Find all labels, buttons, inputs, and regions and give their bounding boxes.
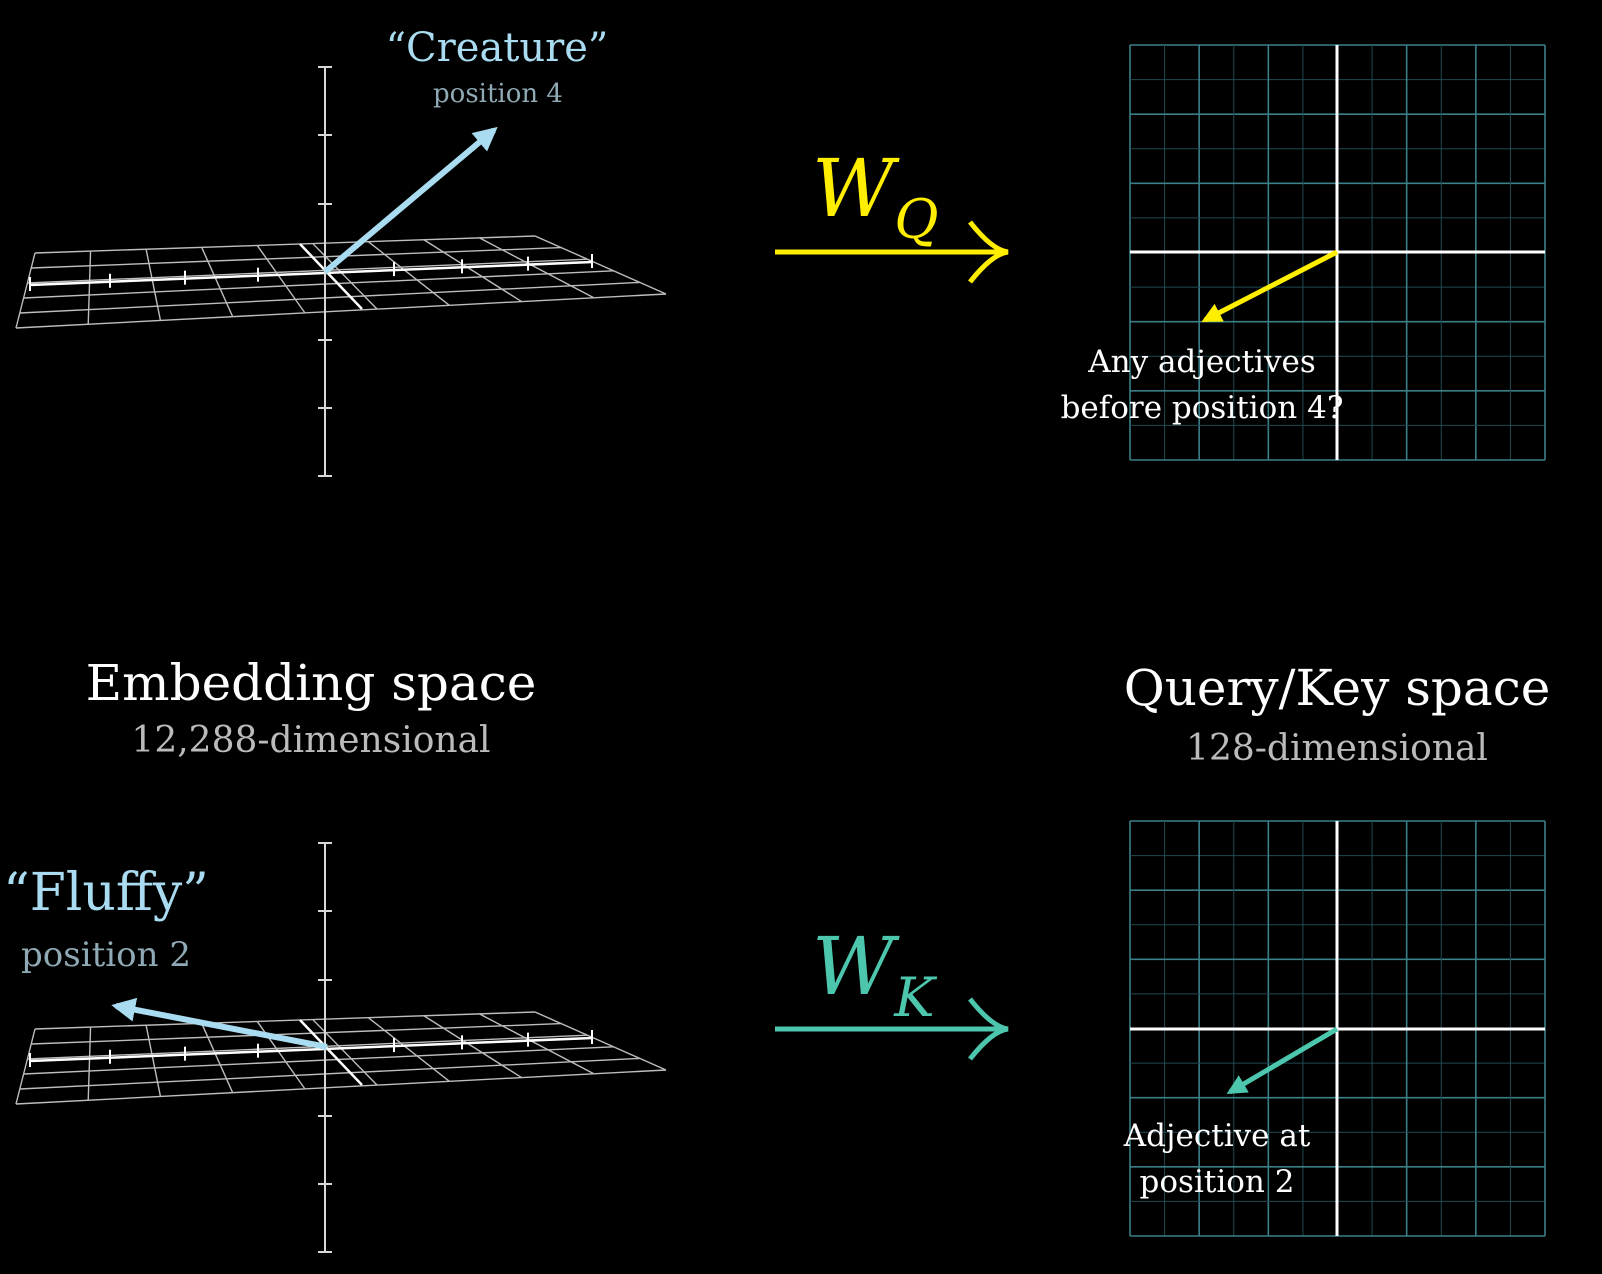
plane-grid-line: [19, 281, 640, 314]
plane-grid-line: [31, 246, 562, 269]
query-vector-arrow: [1201, 249, 1339, 323]
fluffy-vector-arrow: [111, 997, 328, 1050]
plane-grid-line: [256, 1021, 306, 1090]
query-space-grid: Any adjectives before position 4?: [1061, 44, 1546, 461]
plane-grid-line: [367, 1017, 450, 1082]
plane-grid-line: [87, 1027, 92, 1101]
plane-grid-line: [87, 251, 92, 325]
plane-grid-line: [201, 247, 234, 317]
creature-position-label: position 4: [433, 79, 563, 109]
fluffy-position-label: position 2: [21, 935, 191, 975]
wq-base: W: [812, 142, 900, 235]
query-matrix-transform: WQ: [775, 142, 1009, 284]
creature-word-label: “Creature”: [386, 25, 609, 71]
plane-grid-line: [27, 258, 588, 284]
wq-symbol: WQ: [812, 142, 939, 251]
wk-arrow-head: [968, 997, 1009, 1061]
plane-grid-line: [367, 241, 450, 306]
plane-grid-line: [423, 239, 522, 303]
key-space-grid: Adjective at position 2: [1123, 820, 1546, 1237]
plane-grid-line: [423, 1015, 522, 1079]
key-vector-arrow: [1226, 1026, 1339, 1095]
plane-grid-line: [15, 293, 667, 329]
query-annotation-line2: before position 4?: [1061, 390, 1344, 426]
qk-space-subtitle: 128-dimensional: [1186, 728, 1488, 769]
wk-symbol: WK: [812, 920, 937, 1029]
plane-grid-line: [23, 270, 614, 299]
plane-x-axis: [29, 260, 593, 287]
plane-grid-line: [479, 1013, 595, 1075]
plane-grid-line: [34, 235, 536, 254]
plane-grid-line: [312, 243, 378, 310]
qk-space-title: Query/Key space: [1124, 659, 1551, 717]
embedding-plot-bottom: “Fluffy” position 2: [3, 842, 667, 1253]
embedding-plane-bottom: [15, 1011, 667, 1105]
query-annotation-line1: Any adjectives: [1087, 344, 1316, 380]
plane-z-axis: [299, 1019, 363, 1086]
plane-grid-line: [19, 1057, 640, 1090]
plane-grid-line: [145, 249, 162, 321]
embedding-plane-top: [15, 235, 667, 329]
embedding-plot-top: “Creature” position 4: [15, 25, 667, 477]
wq-subscript: Q: [894, 188, 938, 251]
wq-arrow-head: [968, 220, 1009, 284]
plane-grid-line: [34, 1011, 536, 1030]
plane-grid-line: [23, 1046, 614, 1075]
creature-vector-arrow: [323, 126, 498, 275]
plane-grid-line: [15, 1028, 36, 1105]
plane-grid-line: [15, 1069, 667, 1105]
fluffy-word-label: “Fluffy”: [3, 863, 209, 923]
wk-base: W: [812, 920, 900, 1013]
key-annotation-line2: position 2: [1140, 1164, 1295, 1200]
plane-x-axis: [29, 1036, 593, 1063]
plane-grid-line: [312, 1019, 378, 1086]
plane-grid-line: [201, 1023, 234, 1093]
wk-subscript: K: [893, 966, 937, 1029]
key-annotation-line1: Adjective at: [1123, 1118, 1311, 1154]
plane-grid-line: [27, 1034, 588, 1060]
plane-grid-line: [534, 1011, 667, 1071]
key-matrix-transform: WK: [775, 920, 1009, 1061]
plane-grid-line: [534, 235, 667, 295]
plane-grid-line: [145, 1025, 162, 1097]
plane-grid-line: [479, 237, 595, 299]
plane-grid-line: [31, 1022, 562, 1045]
plane-z-axis: [299, 243, 363, 310]
embedding-space-subtitle: 12,288-dimensional: [131, 720, 490, 761]
embedding-space-title: Embedding space: [86, 654, 537, 712]
plane-grid-line: [15, 252, 36, 329]
plane-grid-line: [256, 245, 306, 314]
